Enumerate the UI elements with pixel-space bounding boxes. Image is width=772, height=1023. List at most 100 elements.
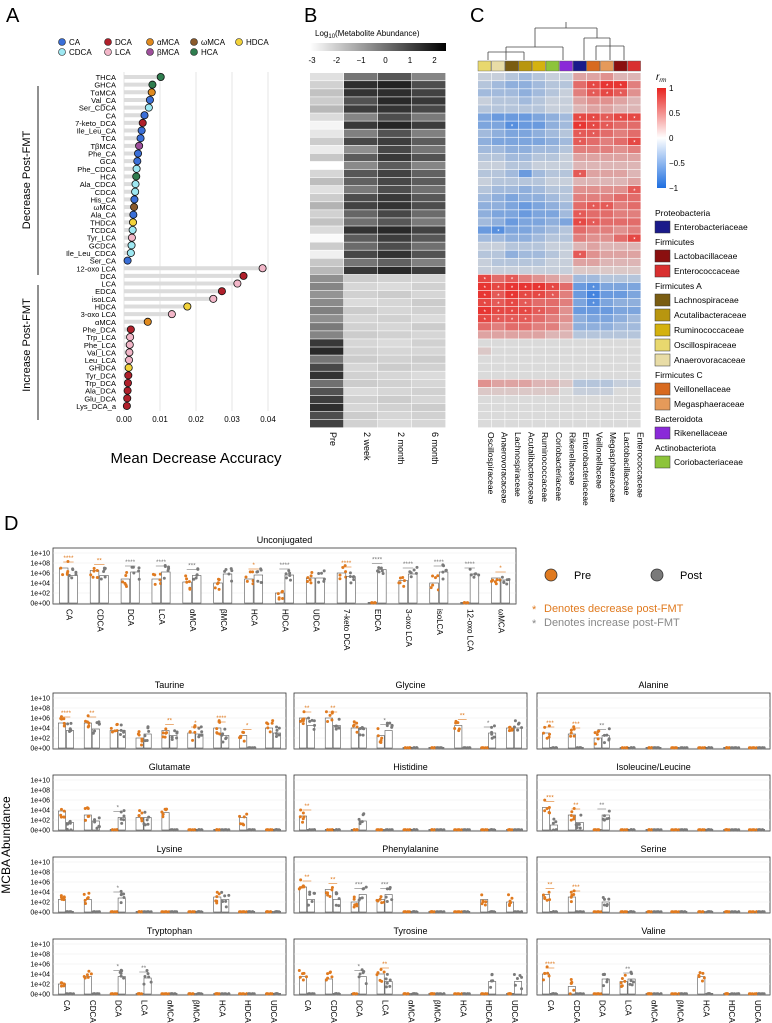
panel-a-point [122, 401, 131, 410]
panel-c-cell [491, 242, 505, 250]
facet-point-post [256, 570, 260, 574]
panel-c-cell [518, 161, 532, 170]
panel-b-cell [378, 97, 412, 105]
panel-c-cell [546, 274, 559, 283]
facet-point-pre [355, 725, 359, 729]
panel-c-sig-star: * [606, 205, 609, 211]
facet-point-pre [163, 992, 167, 996]
panel-b-cell [378, 298, 412, 307]
panel-c-cell [559, 387, 573, 396]
panel-c-cell [532, 282, 546, 291]
facet-point-post [288, 573, 292, 577]
facet-sig-label: ** [304, 705, 310, 712]
facet-point-post [119, 901, 123, 905]
panel-b-cell [378, 258, 412, 267]
panel-b-cell [310, 266, 344, 275]
panel-c-sig-star: * [633, 237, 636, 243]
facet-point-post [601, 817, 605, 821]
facet-xtick: UDCA [753, 1000, 762, 1023]
panel-c-sig-star: * [592, 116, 595, 122]
panel-b-scale-tick: −1 [356, 56, 366, 65]
facet-point-pre [92, 566, 96, 570]
panel-b-cell [344, 177, 378, 186]
panel-c-cell [573, 113, 587, 121]
facet-point-pre [569, 977, 573, 981]
panel-c-sig-star: * [524, 318, 527, 324]
panel-c-cell [586, 282, 600, 291]
facet-point-pre [59, 815, 63, 819]
panel-b-cell [344, 234, 378, 242]
panel-c-cell [532, 234, 546, 242]
facet-xtick: UDCA [510, 1000, 519, 1023]
facet-point-pre [456, 910, 460, 914]
panel-a-ylabel: Ala_DCA [85, 387, 116, 396]
facet-ytick: 0e+00 [30, 828, 50, 835]
facet-point-pre [543, 725, 547, 729]
panel-c-cell [627, 403, 641, 412]
facet-point-pre [429, 586, 433, 590]
facet-point-post [607, 727, 611, 731]
facet-point-post [605, 817, 609, 821]
facet-point-pre [251, 582, 255, 586]
panel-c-col-label: Megasphaeraceae [608, 432, 618, 503]
panel-b-cell [412, 202, 446, 210]
facet-ytick: 1e+08 [30, 788, 50, 795]
panel-c-sig-star: * [606, 92, 609, 98]
panel-a-ylabel: isoLCA [92, 295, 116, 304]
panel-c-cell [505, 250, 519, 258]
facet-point-post [175, 736, 179, 740]
facet-point-pre [330, 718, 334, 722]
facet-point-post [334, 724, 338, 728]
facet-title: Tyrosine [393, 926, 427, 936]
facet-ytick: 1e+10 [30, 551, 50, 558]
facet-point-pre [453, 910, 457, 914]
facet-point-post [679, 992, 683, 996]
facet-point-post [442, 828, 446, 832]
panel-c-cell [546, 315, 559, 323]
facet-point-post [652, 746, 656, 750]
panel-c-cell [478, 323, 491, 331]
legend-dot-HDCA [235, 38, 243, 46]
panel-c-cell [600, 395, 614, 404]
panel-c-cell [600, 266, 614, 275]
facet-point-pre [338, 573, 342, 577]
panel-c-cell [586, 113, 600, 121]
facet-point-post [146, 725, 150, 729]
facet-point-pre [620, 746, 624, 750]
panel-a-ylabel: 3-oxo LCA [81, 310, 116, 319]
panel-c-cell [627, 298, 641, 307]
panel-b-cell [378, 411, 412, 420]
facet-point-pre [570, 893, 574, 897]
facet-point-pre [184, 574, 188, 578]
facet-point-post [192, 577, 196, 581]
panel-a-point [133, 157, 142, 166]
panel-c-cell [600, 306, 614, 315]
facet-sig-label: ** [141, 965, 147, 972]
panel-c-family-swatch [654, 338, 671, 352]
facet-point-post [607, 809, 611, 813]
facet-point-pre [430, 828, 434, 832]
facet-point-pre [647, 828, 651, 832]
facet-point-post [491, 979, 495, 983]
facet-xtick: UDCA [311, 609, 320, 632]
panel-c-cell [600, 290, 614, 299]
facet-bar-post [117, 897, 126, 913]
facet-point-pre [111, 828, 115, 832]
panel-b-cell [412, 419, 446, 428]
panel-c-cell [573, 266, 587, 275]
facet-point-pre [572, 817, 576, 821]
facet-xtick: CA [303, 1000, 312, 1012]
panel-c-cell [586, 234, 600, 242]
facet-point-pre [86, 725, 90, 729]
facet-point-post [311, 992, 315, 996]
legend-label-HDCA: HDCA [246, 38, 269, 47]
facet-point-post [119, 974, 123, 978]
panel-a-point [123, 386, 132, 395]
panel-c-cell [518, 145, 532, 154]
facet-xtick: EDCA [373, 609, 382, 632]
panel-b-cell [378, 226, 412, 234]
panel-c-cell [518, 185, 532, 194]
facet-point-post [64, 910, 68, 914]
facet-bar-post [143, 977, 152, 995]
panel-c-family-bar [477, 60, 492, 72]
